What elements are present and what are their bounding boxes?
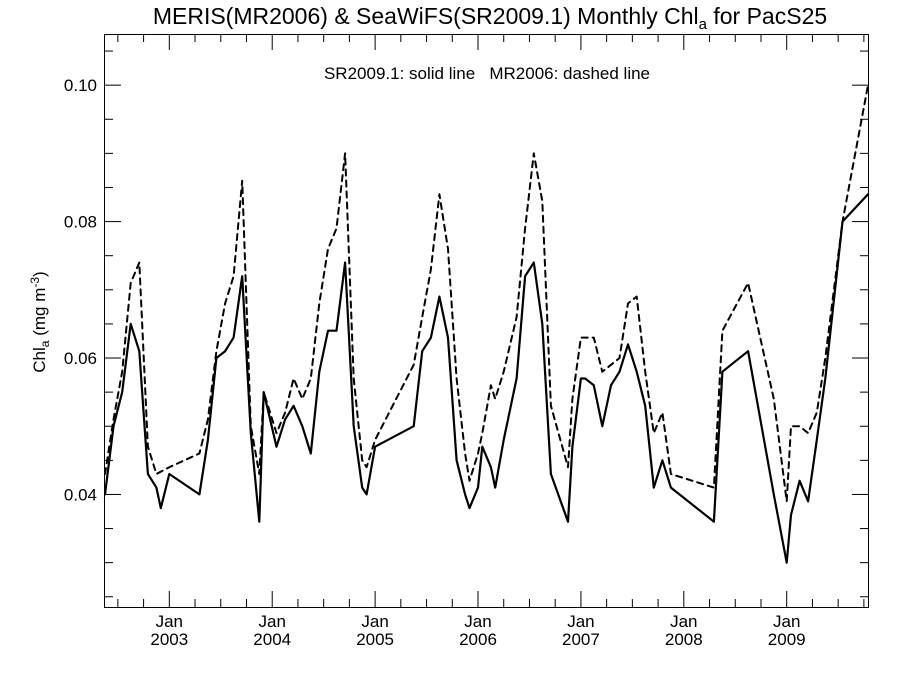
x-tick-month: Jan	[464, 612, 491, 631]
legend-note: SR2009.1: solid line MR2006: dashed line	[324, 64, 650, 83]
x-tick-month: Jan	[773, 612, 800, 631]
series-line-solid	[103, 193, 870, 564]
y-tick-label: 0.06	[64, 349, 97, 368]
x-tick-year: 2008	[665, 630, 703, 649]
x-tick-month: Jan	[156, 612, 183, 631]
x-tick-month: Jan	[567, 612, 594, 631]
x-tick-year: 2003	[150, 630, 188, 649]
y-axis-label: Chla (mg m-3)	[28, 271, 52, 372]
x-tick-year: 2009	[768, 630, 806, 649]
axis-ticks	[105, 34, 868, 607]
x-tick-month: Jan	[670, 612, 697, 631]
y-tick-label: 0.08	[64, 213, 97, 232]
series-line-dashed	[104, 84, 869, 503]
y-tick-label: 0.10	[64, 76, 97, 95]
x-tick-month: Jan	[259, 612, 286, 631]
y-tick-label: 0.04	[64, 485, 97, 504]
x-tick-year: 2006	[459, 630, 497, 649]
x-tick-year: 2007	[562, 630, 600, 649]
x-tick-year: 2004	[253, 630, 291, 649]
plot-frame	[104, 34, 869, 608]
x-tick-year: 2005	[356, 630, 394, 649]
series-group	[103, 84, 870, 564]
x-tick-month: Jan	[361, 612, 388, 631]
x-tick-labels: Jan2003Jan2004Jan2005Jan2006Jan2007Jan20…	[150, 612, 805, 649]
chart-title: MERIS(MR2006) & SeaWiFS(SR2009.1) Monthl…	[153, 3, 827, 33]
y-tick-labels: 0.04 0.06 0.08 0.10	[64, 76, 97, 504]
